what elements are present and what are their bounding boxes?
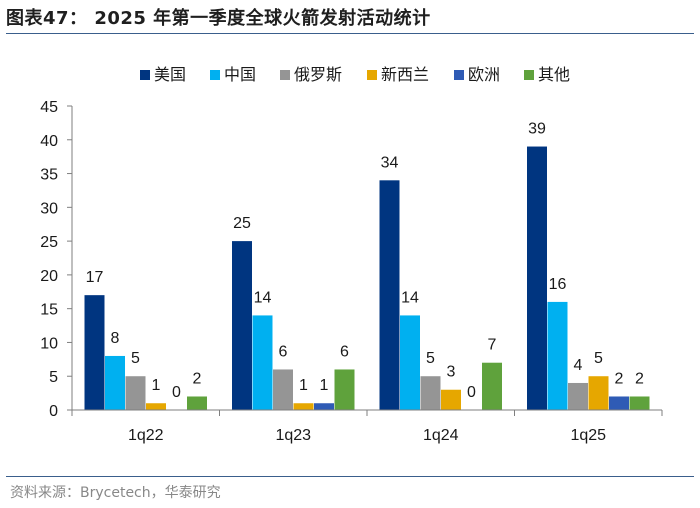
bar [629, 396, 650, 410]
title-rule [6, 33, 694, 34]
y-tick-label: 25 [40, 234, 58, 251]
data-label: 5 [426, 350, 435, 367]
y-tick-label: 15 [40, 302, 58, 319]
data-label: 4 [574, 357, 583, 374]
bar [547, 301, 568, 410]
bar [293, 403, 314, 410]
bar [125, 376, 146, 410]
data-label: 17 [86, 269, 104, 286]
y-tick-label: 35 [40, 167, 58, 184]
data-label: 34 [381, 154, 399, 171]
bar [482, 362, 502, 410]
bar [232, 241, 252, 410]
x-axis: 1q22 1q23 1q24 1q25 [71, 409, 663, 444]
data-label: 14 [254, 289, 272, 306]
legend-label: 欧洲 [468, 65, 500, 84]
data-label: 16 [549, 276, 567, 293]
x-tick-label: 1q23 [275, 427, 311, 444]
data-label: 1 [299, 377, 308, 394]
bar [441, 389, 461, 410]
legend-label: 其他 [538, 65, 570, 84]
data-label: 6 [279, 343, 288, 360]
y-tick-label: 20 [40, 268, 58, 285]
legend-label: 新西兰 [381, 65, 429, 84]
legend-swatch [280, 70, 290, 80]
bar [334, 369, 355, 410]
y-tick-label: 40 [40, 133, 58, 150]
y-axis: 0 5 10 15 20 25 30 35 40 45 [40, 99, 73, 420]
legend-swatch [454, 70, 464, 80]
legend-label: 俄罗斯 [294, 65, 342, 84]
data-label: 39 [528, 121, 546, 138]
legend-label: 美国 [154, 65, 186, 84]
bar [84, 295, 105, 410]
chart-title: 图表47： 2025 年第一季度全球火箭发射活动统计 [6, 8, 431, 29]
source-note: 资料来源：Brycetech，华泰研究 [10, 485, 221, 501]
data-label: 8 [111, 330, 120, 347]
legend-swatch [524, 70, 534, 80]
y-tick-label: 10 [40, 335, 58, 352]
legend-swatch [367, 70, 377, 80]
legend-swatch [140, 70, 150, 80]
legend-swatch [210, 70, 220, 80]
data-label: 5 [131, 350, 140, 367]
y-tick-label: 5 [49, 369, 58, 386]
x-tick-label: 1q24 [423, 427, 459, 444]
bar [146, 403, 166, 410]
y-tick-label: 30 [40, 200, 58, 217]
data-label: 14 [401, 289, 419, 306]
bar [588, 376, 609, 410]
bar [609, 396, 629, 410]
bar [379, 180, 400, 410]
data-label: 2 [635, 370, 644, 387]
data-label: 5 [594, 350, 603, 367]
data-label: 2 [193, 370, 202, 387]
data-label: 3 [447, 364, 456, 381]
data-label: 1 [320, 377, 329, 394]
bar [273, 369, 293, 410]
bar [187, 396, 207, 410]
data-label: 2 [615, 370, 624, 387]
data-label: 6 [340, 343, 349, 360]
y-tick-label: 0 [49, 403, 58, 420]
footer-rule [6, 476, 694, 477]
data-label: 7 [488, 337, 497, 354]
bar [420, 376, 441, 410]
bar [527, 146, 547, 411]
bar [105, 355, 125, 410]
bar [252, 315, 273, 410]
bar [400, 315, 420, 410]
x-tick-label: 1q25 [570, 427, 606, 444]
x-tick-label: 1q22 [128, 427, 164, 444]
bar [568, 382, 588, 410]
data-label: 0 [172, 384, 181, 401]
data-label: 25 [233, 215, 251, 232]
data-label: 1 [152, 377, 161, 394]
data-label: 0 [467, 384, 476, 401]
legend-label: 中国 [224, 65, 256, 84]
y-tick-label: 45 [40, 99, 58, 116]
bar [314, 403, 334, 410]
legend: 美国 中国 俄罗斯 新西兰 欧洲 其他 [140, 65, 570, 84]
